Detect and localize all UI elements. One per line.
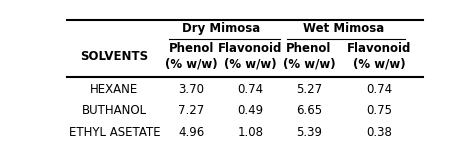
Text: ETHYL ASETATE: ETHYL ASETATE	[69, 126, 160, 139]
Text: 0.74: 0.74	[366, 83, 392, 96]
Text: Flavonoid
(% w/w): Flavonoid (% w/w)	[346, 42, 411, 70]
Text: 4.96: 4.96	[178, 126, 205, 139]
Text: 5.39: 5.39	[296, 126, 322, 139]
Text: Phenol
(% w/w): Phenol (% w/w)	[165, 42, 218, 70]
Text: BUTHANOL: BUTHANOL	[82, 104, 147, 117]
Text: 6.65: 6.65	[296, 104, 322, 117]
Text: 5.27: 5.27	[296, 83, 322, 96]
Text: Wet Mimosa: Wet Mimosa	[303, 22, 384, 35]
Text: 0.74: 0.74	[237, 83, 264, 96]
Text: 0.49: 0.49	[237, 104, 264, 117]
Text: Flavonoid
(% w/w): Flavonoid (% w/w)	[218, 42, 283, 70]
Text: Dry Mimosa: Dry Mimosa	[182, 22, 260, 35]
Text: 3.70: 3.70	[179, 83, 204, 96]
Text: SOLVENTS: SOLVENTS	[80, 50, 148, 63]
Text: HEXANE: HEXANE	[90, 83, 138, 96]
Text: 1.08: 1.08	[237, 126, 263, 139]
Text: Phenol
(% w/w): Phenol (% w/w)	[283, 42, 336, 70]
Text: 0.38: 0.38	[366, 126, 392, 139]
Text: 0.75: 0.75	[366, 104, 392, 117]
Text: 7.27: 7.27	[178, 104, 205, 117]
